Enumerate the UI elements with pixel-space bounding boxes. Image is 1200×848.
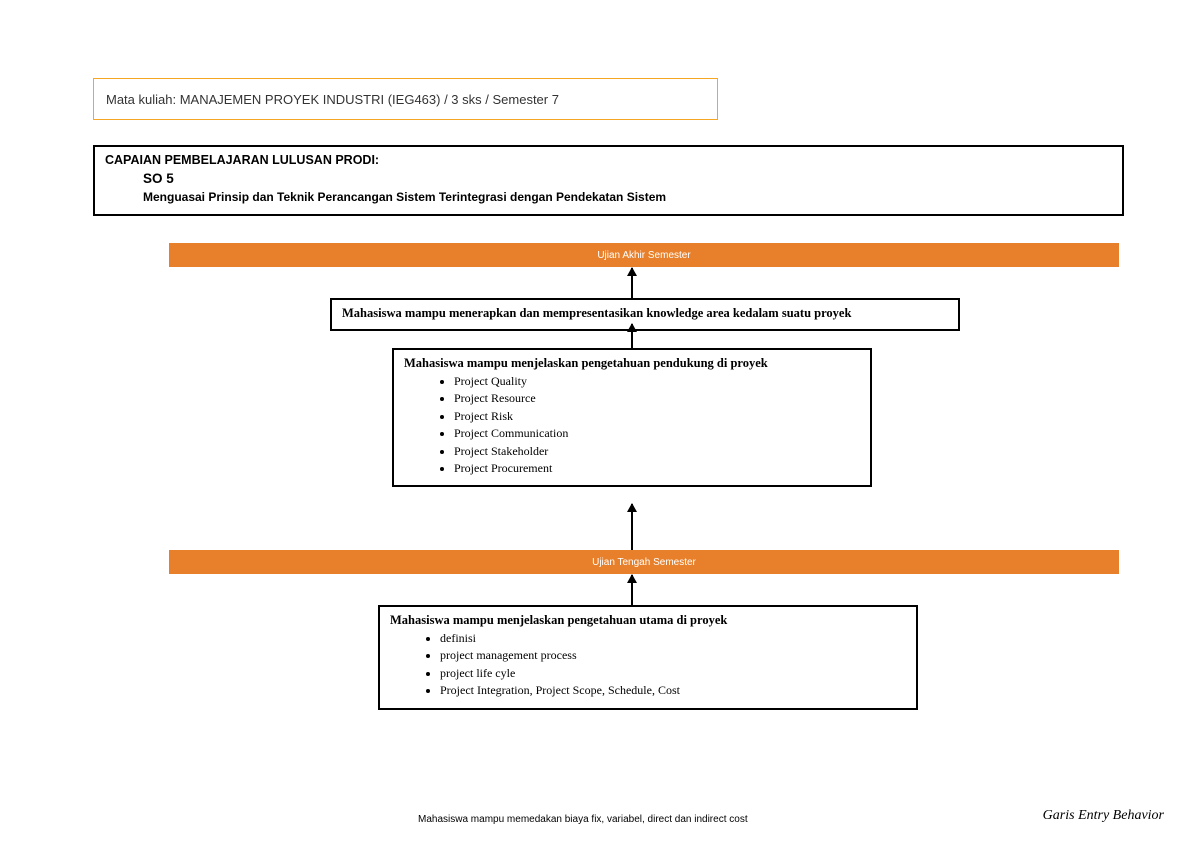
uts-bar: Ujian Tengah Semester	[169, 550, 1119, 574]
support-bullet: Project Communication	[454, 425, 860, 442]
uts-bar-label: Ujian Tengah Semester	[592, 557, 696, 568]
uas-bar-label: Ujian Akhir Semester	[597, 250, 690, 261]
apply-box-text: Mahasiswa mampu menerapkan dan mempresen…	[342, 306, 851, 320]
main-bullet: Project Integration, Project Scope, Sche…	[440, 682, 906, 699]
main-bullet-list: definisi project management process proj…	[440, 630, 906, 700]
main-bullet: project management process	[440, 647, 906, 664]
course-title-text: Mata kuliah: MANAJEMEN PROYEK INDUSTRI (…	[106, 92, 559, 107]
cplp-title: CAPAIAN PEMBELAJARAN LULUSAN PRODI:	[105, 153, 1112, 167]
support-bullet: Project Risk	[454, 408, 860, 425]
uas-bar: Ujian Akhir Semester	[169, 243, 1119, 267]
arrow-apply-up	[631, 324, 633, 348]
arrow-support-up	[631, 504, 633, 550]
cplp-so-label: SO 5	[143, 171, 1112, 186]
support-bullet: Project Stakeholder	[454, 443, 860, 460]
support-bullet: Project Procurement	[454, 460, 860, 477]
support-bullet: Project Resource	[454, 390, 860, 407]
main-bullet: definisi	[440, 630, 906, 647]
support-box: Mahasiswa mampu menjelaskan pengetahuan …	[392, 348, 872, 487]
arrow-uas-up	[631, 268, 633, 298]
footer-left-text: Mahasiswa mampu memedakan biaya fix, var…	[418, 814, 748, 825]
support-bullet: Project Quality	[454, 373, 860, 390]
apply-box: Mahasiswa mampu menerapkan dan mempresen…	[330, 298, 960, 331]
footer-right-text: Garis Entry Behavior	[1043, 808, 1164, 824]
arrow-uts-up	[631, 575, 633, 605]
course-header-box: Mata kuliah: MANAJEMEN PROYEK INDUSTRI (…	[93, 78, 718, 120]
support-bullet-list: Project Quality Project Resource Project…	[454, 373, 860, 477]
cplp-description: Menguasai Prinsip dan Teknik Perancangan…	[143, 190, 1112, 204]
main-box-title: Mahasiswa mampu menjelaskan pengetahuan …	[390, 613, 906, 628]
support-box-title: Mahasiswa mampu menjelaskan pengetahuan …	[404, 356, 860, 371]
cplp-box: CAPAIAN PEMBELAJARAN LULUSAN PRODI: SO 5…	[93, 145, 1124, 216]
main-bullet: project life cyle	[440, 665, 906, 682]
main-box: Mahasiswa mampu menjelaskan pengetahuan …	[378, 605, 918, 710]
